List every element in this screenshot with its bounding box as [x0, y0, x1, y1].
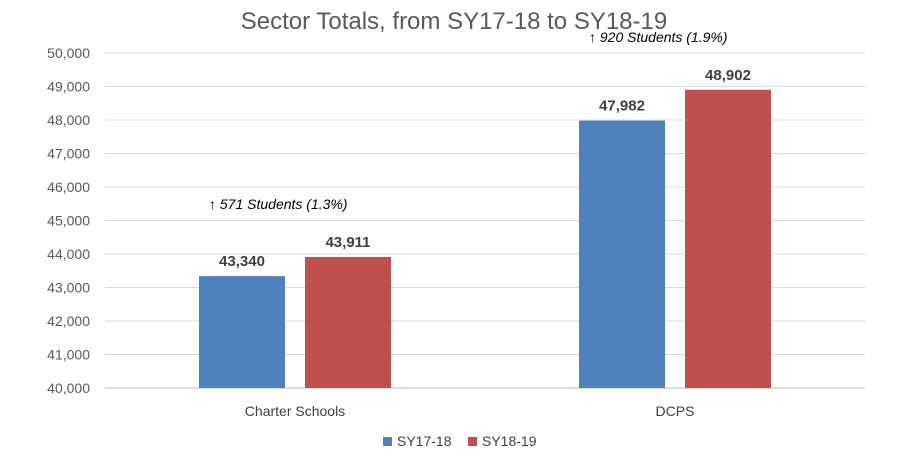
legend-label: SY18-19 — [482, 433, 537, 449]
y-tick-label: 43,000 — [47, 280, 90, 296]
data-label: 43,340 — [219, 253, 265, 270]
data-labels: 43,340 43,911 47,982 48,902 — [219, 67, 751, 270]
x-axis-ticks: Charter Schools DCPS — [245, 403, 695, 419]
legend-swatch — [468, 437, 477, 446]
y-tick-label: 41,000 — [47, 347, 90, 363]
data-label: 48,902 — [705, 67, 751, 84]
annotations: ↑ 571 Students (1.3%) ↑ 920 Students (1.9… — [209, 29, 728, 212]
y-tick-label: 46,000 — [47, 179, 90, 195]
legend-label: SY17-18 — [397, 433, 452, 449]
x-tick-label: Charter Schools — [245, 403, 345, 419]
y-tick-label: 48,000 — [47, 112, 90, 128]
bar-sy17-18 — [199, 276, 285, 388]
bar-sy17-18 — [579, 120, 665, 388]
y-tick-label: 42,000 — [47, 313, 90, 329]
bar-sy18-19 — [305, 256, 391, 388]
change-annotation: ↑ 571 Students (1.3%) — [209, 196, 348, 212]
y-axis-ticks: 40,000 41,000 42,000 43,000 44,000 45,000 46,0… — [47, 45, 90, 396]
bar-sy18-19 — [685, 89, 771, 389]
change-annotation: ↑ 920 Students (1.9%) — [589, 29, 728, 45]
chart-title: Sector Totals, from SY17-18 to SY18-19 — [241, 8, 667, 35]
data-label: 43,911 — [325, 234, 370, 251]
y-tick-label: 40,000 — [47, 380, 90, 396]
data-label: 47,982 — [599, 98, 645, 115]
legend: SY17-18 SY18-19 — [383, 433, 537, 449]
y-tick-label: 50,000 — [47, 45, 90, 61]
y-tick-label: 47,000 — [47, 146, 90, 162]
x-tick-label: DCPS — [656, 403, 695, 419]
bars — [199, 89, 771, 389]
y-tick-label: 49,000 — [47, 79, 90, 95]
y-tick-label: 44,000 — [47, 246, 90, 262]
legend-swatch — [383, 437, 392, 446]
y-tick-label: 45,000 — [47, 213, 90, 229]
